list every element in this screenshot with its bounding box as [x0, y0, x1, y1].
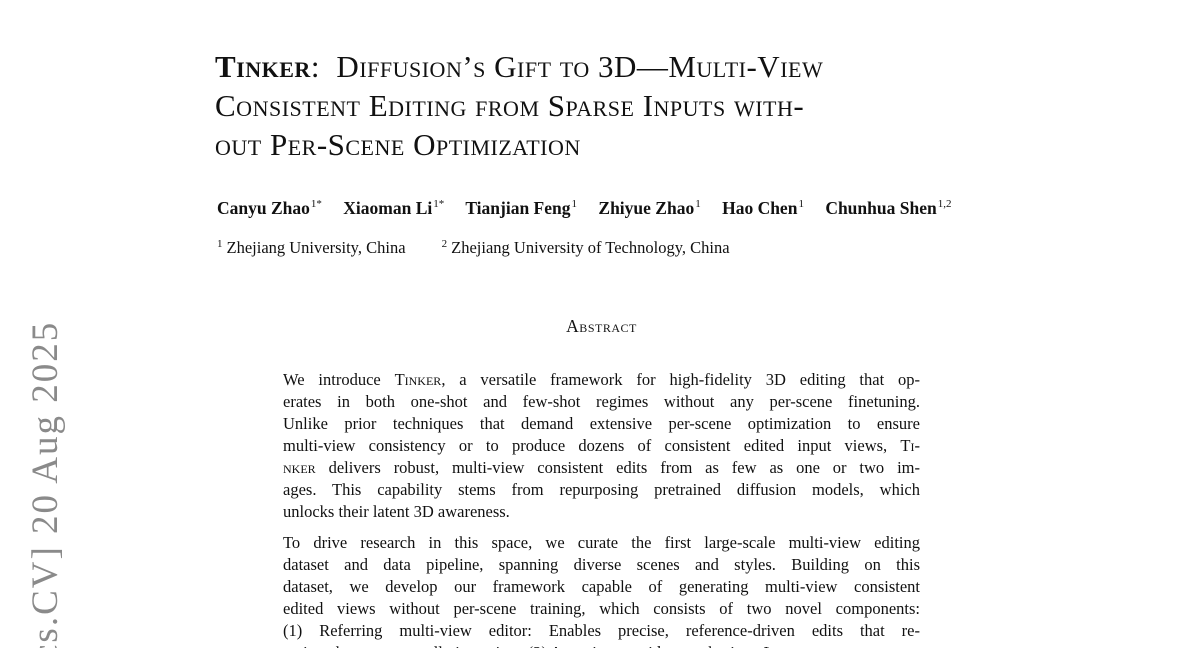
affiliation: 1 Zhejiang University, China	[217, 238, 406, 257]
author: Zhiyue Zhao1	[598, 198, 700, 218]
affiliation-text: Zhejiang University of Technology, China	[451, 238, 730, 257]
title-line-3: out Per-Scene Optimization	[215, 127, 581, 162]
abstract-line: edited views without per-scene training,…	[283, 599, 920, 618]
author-name: Hao Chen	[722, 198, 798, 218]
affiliation-superscript: 2	[441, 237, 448, 250]
abstract-line: ages. This capability stems from repurpo…	[283, 480, 920, 499]
paper-title: Tinker: Diffusion’s Gift to 3D—Multi-Vie…	[215, 47, 1055, 164]
author-superscript: 1,2	[937, 198, 952, 211]
author: Chunhua Shen1,2	[825, 198, 951, 218]
title-line-2: Consistent Editing from Sparse Inputs wi…	[215, 88, 805, 123]
author-name: Tianjian Feng	[465, 198, 571, 218]
author-superscript: 1	[571, 198, 578, 211]
abstract-paragraph-2: To drive research in this space, we cura…	[283, 532, 920, 648]
abstract-line: (1) Referring multi-view editor: Enables…	[283, 621, 920, 640]
abstract-section: Abstract We introduce Tinker, a versatil…	[283, 315, 920, 648]
abstract-line: erates in both one-shot and few-shot reg…	[283, 392, 920, 411]
affiliation-list: 1 Zhejiang University, China 2 Zhejiang Un…	[217, 236, 762, 260]
abstract-line: nker delivers robust, multi-view consist…	[283, 458, 920, 477]
author-superscript: 1	[695, 198, 701, 211]
abstract-line: dataset and data pipeline, spanning dive…	[283, 555, 920, 574]
abstract-paragraph-1: We introduce Tinker, a versatile framewo…	[283, 369, 920, 523]
title-line-1-rest: : Diffusion’s Gift to 3D—Multi-View	[310, 49, 824, 84]
author: Tianjian Feng1	[465, 198, 577, 218]
author: Canyu Zhao1*	[217, 198, 322, 218]
abstract-line: multi-view consistency or to produce doz…	[283, 436, 920, 455]
author-name: Canyu Zhao	[217, 198, 310, 218]
affiliation-superscript: 1	[217, 237, 223, 250]
author-superscript: 1	[798, 198, 804, 211]
abstract-line: Unlike prior techniques that demand exte…	[283, 414, 920, 433]
abstract-heading: Abstract	[566, 316, 637, 336]
abstract-line: dataset, we develop our framework capabl…	[283, 577, 920, 596]
arxiv-watermark: cs.CV] 20 Aug 2025	[25, 320, 66, 648]
author-list: Canyu Zhao1* Xiaoman Li1* Tianjian Feng1…	[217, 196, 968, 220]
abstract-line: We introduce Tinker, a versatile framewo…	[283, 370, 920, 389]
affiliation-text: Zhejiang University, China	[226, 238, 406, 257]
author-name: Zhiyue Zhao	[598, 198, 695, 218]
author-superscript: 1*	[310, 198, 322, 211]
abstract-line: unlocks their latent 3D awareness.	[283, 502, 510, 521]
abstract-line: To drive research in this space, we cura…	[283, 533, 920, 552]
author: Hao Chen1	[722, 198, 804, 218]
abstract-line: main coherent across all viewpoints. (2)…	[283, 642, 920, 648]
title-line-1: Tinker: Diffusion’s Gift to 3D—Multi-Vie…	[215, 47, 1055, 86]
affiliation: 2 Zhejiang University of Technology, Chin…	[442, 238, 730, 257]
author-superscript: 1*	[433, 198, 445, 211]
author-name: Xiaoman Li	[343, 198, 433, 218]
author-name: Chunhua Shen	[825, 198, 937, 218]
author: Xiaoman Li1*	[343, 198, 444, 218]
title-brand: Tinker	[215, 49, 311, 84]
